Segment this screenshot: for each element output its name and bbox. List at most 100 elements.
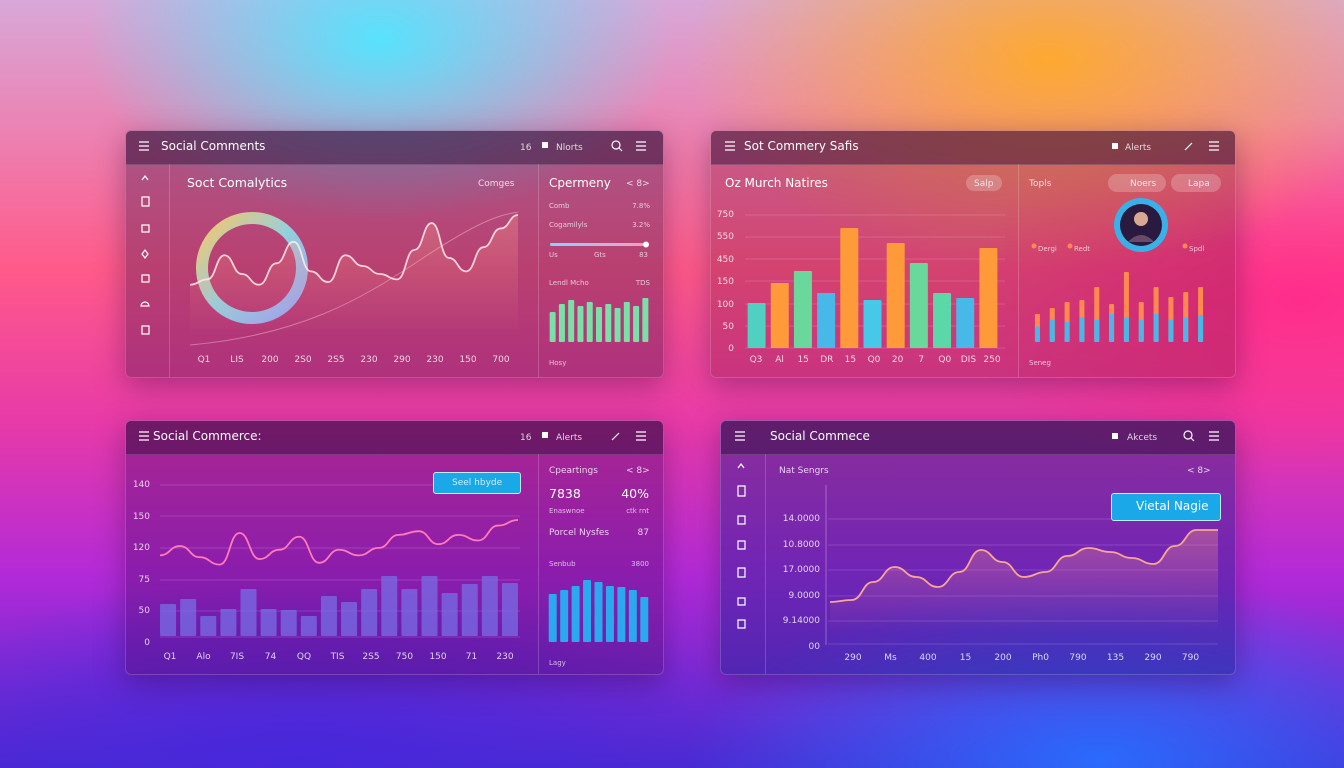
panel-header — [711, 131, 1235, 165]
y-tick-label: 100 — [716, 299, 734, 310]
bar — [817, 293, 836, 348]
bar — [577, 306, 584, 342]
side-row: 7.8% — [632, 202, 650, 210]
bar — [583, 580, 592, 642]
lock-icon — [1112, 143, 1118, 149]
line — [159, 519, 519, 566]
panel-header — [126, 131, 663, 165]
pill[interactable] — [1108, 174, 1166, 192]
side-nav[interactable]: < 8> — [626, 466, 650, 476]
x-tick-label: 790 — [1181, 653, 1200, 663]
bar — [1079, 317, 1085, 342]
icons — [139, 140, 1219, 629]
x-tick-label: 2S0 — [294, 355, 312, 365]
bar — [558, 304, 565, 342]
bar — [280, 610, 297, 636]
badge-label: Salp — [974, 179, 994, 189]
y-tick-label: 50 — [138, 606, 150, 617]
panel-title: Social Comments — [161, 139, 266, 153]
divider — [765, 454, 766, 674]
side-title: Cpermeny — [549, 176, 611, 190]
header-item: 16 — [520, 143, 532, 153]
panel — [125, 130, 664, 378]
side-title: Topls — [1029, 179, 1052, 189]
side-nav[interactable]: < 8> — [626, 179, 650, 189]
x-tick-label: DIS — [960, 355, 977, 365]
bar — [1198, 315, 1204, 342]
x-tick-label: 15 — [797, 355, 809, 365]
bar — [240, 589, 257, 636]
legend-item: Redt — [1074, 245, 1091, 253]
line — [829, 529, 1218, 603]
pill-label[interactable]: Lapa — [1188, 179, 1210, 189]
bar — [1123, 317, 1129, 342]
bar — [594, 582, 603, 642]
y-tick-label: 550 — [716, 232, 734, 243]
y-tick-label: 17.0000 — [782, 565, 820, 576]
x-tick-label: 250 — [983, 355, 1001, 365]
x-tick-label: 200 — [261, 355, 279, 365]
bar — [586, 302, 593, 342]
bar — [361, 589, 378, 636]
bar — [180, 599, 197, 636]
bar — [979, 248, 998, 348]
x-tick-label: 150 — [429, 652, 447, 662]
bar — [441, 593, 458, 636]
panel-header — [126, 421, 663, 455]
side-row: Lendl Mcho — [549, 279, 589, 287]
side-row: 3800 — [631, 560, 649, 568]
x-tick-label: 230 — [426, 355, 444, 365]
bar — [633, 306, 640, 342]
side-row: 7838 — [549, 486, 581, 501]
bar — [568, 300, 575, 342]
x-tick-label: 71 — [465, 652, 478, 662]
x-tick-label: 230 — [360, 355, 378, 365]
y-tick-label: 9.14000 — [782, 616, 820, 627]
side-row: 87 — [637, 528, 649, 538]
area — [190, 215, 518, 335]
x-tick-label: Q1 — [197, 355, 211, 365]
line — [189, 214, 519, 286]
x-tick-label: DR — [820, 355, 834, 365]
side-row: Gts — [594, 251, 606, 259]
bar — [1094, 319, 1100, 342]
pill[interactable] — [1171, 174, 1221, 192]
legend-item: Dergi — [1038, 245, 1057, 253]
side-row: Porcel Nysfes — [549, 528, 610, 538]
x-tick-label: 790 — [1069, 653, 1087, 663]
side-nav[interactable]: < 8> — [1187, 466, 1211, 476]
bar — [909, 263, 928, 348]
x-tick-label: Q0 — [867, 355, 881, 365]
bar — [614, 308, 621, 342]
x-tick-label: 750 — [395, 652, 414, 662]
lock-icon — [542, 432, 548, 438]
divider — [1018, 164, 1019, 377]
bar — [863, 300, 882, 348]
x-tick-label: 135 — [1106, 653, 1125, 663]
bar — [933, 293, 952, 348]
bar — [421, 576, 438, 636]
side-row: ctk rnt — [626, 507, 649, 515]
x-tick-label: 7 — [918, 355, 925, 365]
x-tick-label: Al — [775, 355, 784, 365]
x-tick-label: 400 — [919, 653, 937, 663]
side-row: 40% — [621, 486, 649, 501]
bar — [1064, 321, 1070, 342]
heading: Nat Sengrs — [779, 466, 829, 476]
bar — [640, 597, 649, 642]
panel-title: Social Commece — [770, 429, 870, 443]
x-tick-label: Ph0 — [1032, 653, 1049, 663]
aside: Comges — [478, 179, 515, 189]
x-tick-label: 700 — [492, 355, 510, 365]
x-tick-label: 7IS — [229, 652, 245, 662]
side-title: Cpeartings — [549, 466, 598, 476]
y-tick-label: 750 — [716, 210, 734, 220]
bar — [549, 312, 556, 342]
pill-label[interactable]: Noers — [1130, 179, 1157, 189]
x-tick-label: 150 — [459, 355, 477, 365]
y-tick-label: 0 — [728, 344, 734, 355]
y-tick-label: 50 — [722, 322, 734, 332]
bar — [642, 298, 649, 342]
bar — [956, 298, 975, 348]
